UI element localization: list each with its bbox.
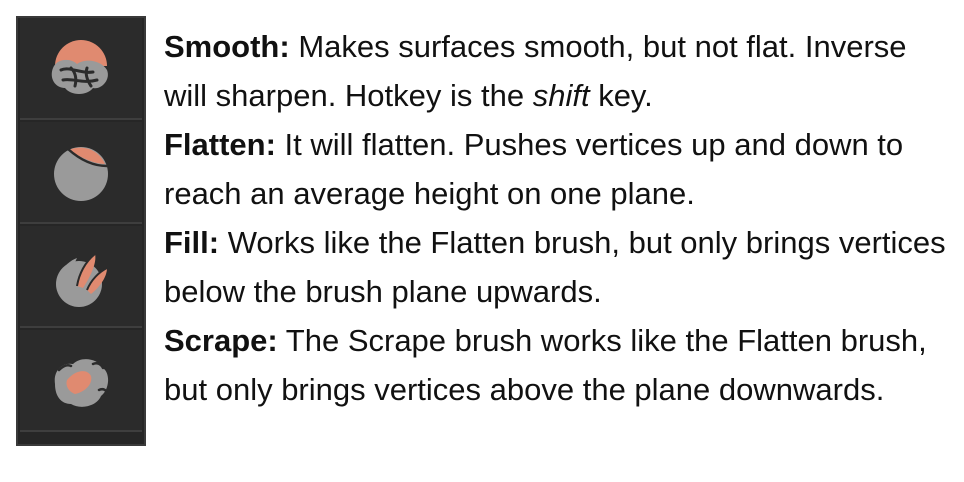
fill-term: Fill:: [164, 225, 220, 260]
scrape-description: Scrape: The Scrape brush works like the …: [164, 316, 956, 414]
fill-brush-icon: [56, 253, 108, 307]
flatten-description: Flatten: It will flatten. Pushes vertice…: [164, 120, 956, 218]
smooth-text-after: key.: [589, 78, 653, 113]
scrape-brush-icon: [54, 359, 109, 407]
shift-emphasis: shift: [532, 78, 590, 113]
flatten-term: Flatten:: [164, 127, 276, 162]
smooth-term: Smooth:: [164, 29, 290, 64]
fill-description: Fill: Works like the Flatten brush, but …: [164, 218, 956, 316]
brush-icon-strip: [16, 16, 146, 446]
flatten-brush-icon: [54, 147, 108, 201]
smooth-brush-button[interactable]: [20, 18, 142, 120]
smooth-brush-icon: [51, 40, 108, 94]
scrape-brush-button[interactable]: [20, 330, 142, 432]
smooth-description: Smooth: Makes surfaces smooth, but not f…: [164, 22, 956, 120]
flatten-text: It will flatten. Pushes vertices up and …: [164, 127, 904, 211]
smooth-text-before: Makes surfaces smooth, but not flat. Inv…: [164, 29, 907, 113]
flatten-brush-button[interactable]: [20, 122, 142, 224]
fill-brush-button[interactable]: [20, 226, 142, 328]
scrape-term: Scrape:: [164, 323, 278, 358]
scrape-text: The Scrape brush works like the Flatten …: [164, 323, 927, 407]
fill-text: Works like the Flatten brush, but only b…: [164, 225, 946, 309]
brush-descriptions: Smooth: Makes surfaces smooth, but not f…: [164, 22, 956, 414]
